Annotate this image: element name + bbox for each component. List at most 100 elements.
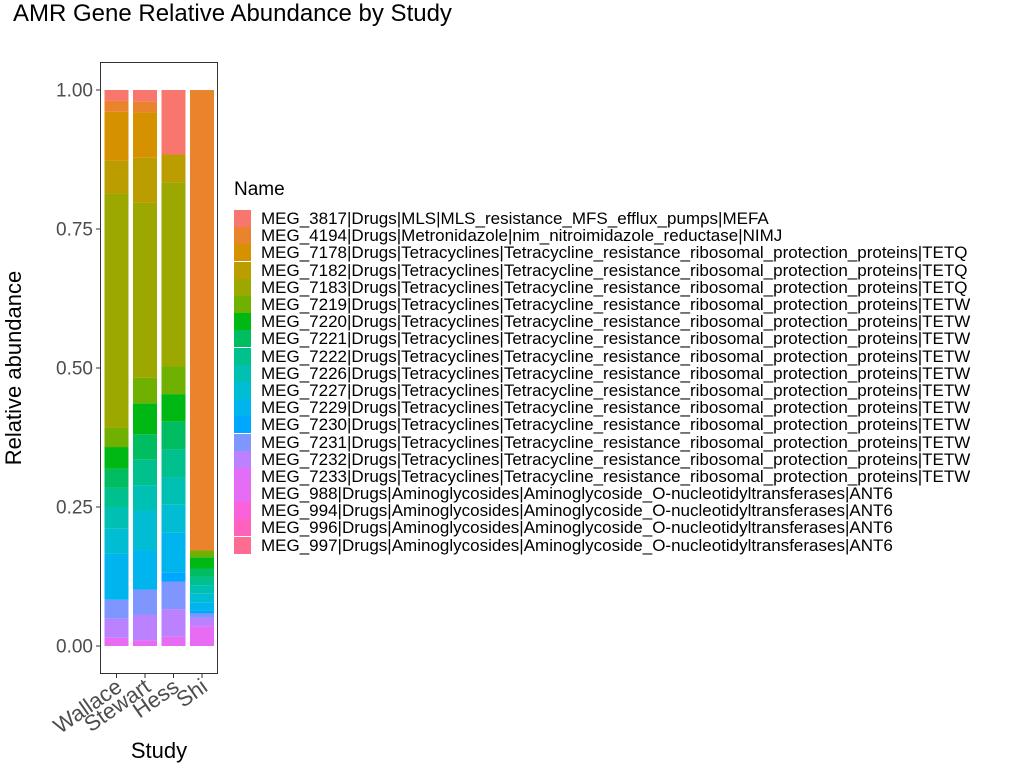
legend-swatch [234,210,251,228]
y-tick-label: 1.00 [56,81,93,102]
legend: Name MEG_3817|Drugs|MLS|MLS_resistance_M… [234,179,970,554]
bar-segment-hess-6 [161,394,186,422]
legend-item: MEG_7230|Drugs|Tetracyclines|Tetracyclin… [234,415,971,435]
legend-item: MEG_7229|Drugs|Tetracyclines|Tetracyclin… [234,398,971,418]
bar-segment-stewart-0 [133,90,157,102]
legend-swatch [234,399,251,417]
legend-label: MEG_988|Drugs|Aminoglycosides|Aminoglyco… [261,484,893,504]
bar-segment-wallace-6 [104,447,129,469]
y-axis-label: Relative abundance [1,271,26,465]
bar-segment-hess-12 [161,572,186,582]
legend-swatch [234,450,251,468]
bar-segment-shi-1 [190,90,214,551]
bar-segment-wallace-7 [104,468,129,488]
bar-segment-shi-6 [190,557,214,569]
bar-segment-stewart-9 [133,485,157,511]
legend-swatch [234,364,251,382]
legend-swatch [234,330,251,348]
bar-segment-stewart-8 [133,459,157,486]
legend-title: Name [234,179,285,200]
legend-label: MEG_997|Drugs|Aminoglycosides|Aminoglyco… [261,535,893,555]
legend-swatch [234,485,251,503]
legend-item: MEG_7231|Drugs|Tetracyclines|Tetracyclin… [234,432,971,452]
legend-swatch [234,536,251,554]
legend-swatch [234,381,251,399]
bar-segment-wallace-9 [104,507,129,529]
plot-area: 0.00 0.25 0.50 0.75 1.00 WallaceStewartHessS… [1,62,218,763]
legend-item: MEG_7222|Drugs|Tetracyclines|Tetracyclin… [234,347,970,365]
bar-stack-group [104,90,214,646]
legend-swatch [234,467,251,485]
legend-label: MEG_996|Drugs|Aminoglycosides|Aminoglyco… [261,518,893,538]
panel-border [100,62,218,674]
legend-swatch [234,502,251,520]
legend-item: MEG_7226|Drugs|Tetracyclines|Tetracyclin… [234,363,971,383]
bar-segment-wallace-14 [104,618,129,638]
x-tick-label-shi: Shi [171,674,211,713]
legend-label: MEG_7220|Drugs|Tetracyclines|Tetracyclin… [261,312,971,332]
legend-items: MEG_3817|Drugs|MLS|MLS_resistance_MFS_ef… [234,210,970,554]
bar-segment-wallace-4 [104,193,129,428]
legend-item: MEG_7220|Drugs|Tetracyclines|Tetracyclin… [234,312,971,332]
bar-segment-shi-13 [190,613,214,618]
bar-segment-wallace-5 [104,427,129,448]
bar-segment-hess-3 [161,154,186,183]
y-tick-label: 0.50 [56,359,93,380]
legend-item: MEG_7227|Drugs|Tetracyclines|Tetracyclin… [234,380,971,400]
bar-segment-wallace-2 [104,111,129,161]
legend-item: MEG_7233|Drugs|Tetracyclines|Tetracyclin… [234,467,970,485]
bar-segment-stewart-6 [133,403,157,435]
legend-label: MEG_4194|Drugs|Metronidazole|nim_nitroim… [261,226,783,246]
legend-label: MEG_7231|Drugs|Tetracyclines|Tetracyclin… [261,432,971,452]
bar-segment-wallace-16 [104,637,129,646]
bar-segment-stewart-3 [133,157,157,203]
y-tick-label: 0.25 [56,498,93,519]
legend-swatch [234,227,251,245]
legend-label: MEG_7182|Drugs|Tetracyclines|Tetracyclin… [261,260,968,280]
bar-segment-hess-13 [161,581,186,610]
legend-swatch [234,347,251,365]
bar-segment-hess-11 [161,532,186,573]
bar-segment-wallace-13 [104,599,129,619]
legend-item: MEG_996|Drugs|Aminoglycosides|Aminoglyco… [234,518,970,538]
legend-label: MEG_7221|Drugs|Tetracyclines|Tetracyclin… [261,329,971,349]
bar-segment-shi-12 [190,610,214,614]
chart-title: AMR Gene Relative Abundance by Study [13,0,452,27]
bar-segment-hess-5 [161,366,186,395]
bar-segment-stewart-5 [133,377,157,404]
legend-swatch [234,416,251,434]
legend-label: MEG_7219|Drugs|Tetracyclines|Tetracyclin… [261,295,971,315]
bar-segment-shi-5 [190,550,214,558]
legend-item: MEG_994|Drugs|Aminoglycosides|Aminoglyco… [234,502,970,520]
legend-item: MEG_7182|Drugs|Tetracyclines|Tetracyclin… [234,260,970,280]
bar-segment-hess-9 [161,477,186,505]
legend-swatch [234,244,251,262]
bar-segment-hess-8 [161,449,186,478]
bar-segment-wallace-0 [104,90,129,101]
legend-item: MEG_7178|Drugs|Tetracyclines|Tetracyclin… [234,244,970,262]
bar-segment-stewart-1 [133,101,157,113]
legend-item: MEG_7183|Drugs|Tetracyclines|Tetracyclin… [234,278,970,296]
bar-segment-wallace-1 [104,100,129,112]
bar-segment-stewart-13 [133,589,157,615]
x-axis-label: Study [131,738,187,763]
bar-segment-shi-10 [190,593,214,603]
bar-segment-shi-9 [190,585,214,594]
bar-segment-shi-14 [190,617,214,627]
legend-label: MEG_7230|Drugs|Tetracyclines|Tetracyclin… [261,415,971,435]
y-tick-label: 0.00 [56,637,93,658]
legend-label: MEG_7226|Drugs|Tetracyclines|Tetracyclin… [261,363,971,383]
bar-segment-hess-4 [161,182,186,367]
legend-swatch [234,433,251,451]
legend-item: MEG_988|Drugs|Aminoglycosides|Aminoglyco… [234,484,970,504]
legend-label: MEG_7227|Drugs|Tetracyclines|Tetracyclin… [261,380,971,400]
bar-segment-shi-7 [190,568,214,577]
bar-segment-hess-14 [161,609,186,637]
bar-segment-stewart-2 [133,112,157,158]
bar-segment-stewart-10 [133,510,157,551]
legend-item: MEG_3817|Drugs|MLS|MLS_resistance_MFS_ef… [234,210,970,228]
legend-item: MEG_7232|Drugs|Tetracyclines|Tetracyclin… [234,450,970,468]
bar-segment-wallace-3 [104,160,129,194]
legend-item: MEG_7221|Drugs|Tetracyclines|Tetracyclin… [234,329,971,349]
legend-label: MEG_7229|Drugs|Tetracyclines|Tetracyclin… [261,398,971,418]
